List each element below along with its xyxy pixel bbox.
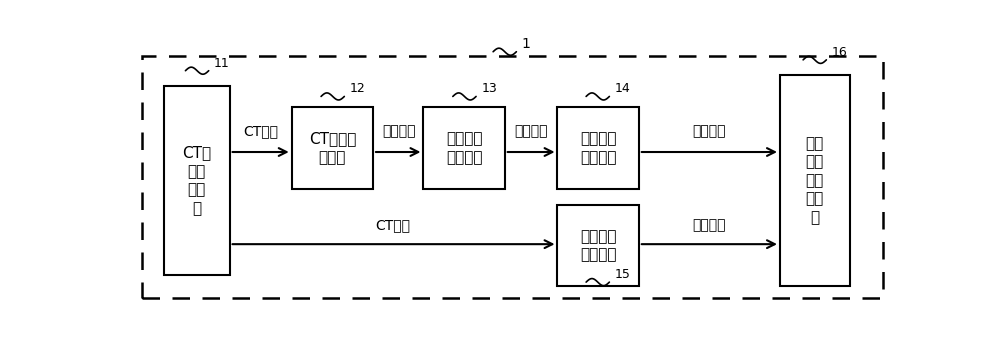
Bar xyxy=(164,86,230,275)
Text: 12: 12 xyxy=(350,82,366,95)
Text: 血流
动力
学分
析模
块: 血流 动力 学分 析模 块 xyxy=(806,136,824,225)
Text: CT图
像获
取模
块: CT图 像获 取模 块 xyxy=(182,145,211,216)
Bar xyxy=(423,107,505,189)
Text: 14: 14 xyxy=(615,82,631,95)
Bar xyxy=(780,75,850,286)
Text: CT图像: CT图像 xyxy=(376,218,411,232)
Bar xyxy=(557,205,639,286)
Text: 支架模型: 支架模型 xyxy=(693,125,726,138)
Text: 特征信息
获取模块: 特征信息 获取模块 xyxy=(446,131,482,165)
Bar xyxy=(557,107,639,189)
Bar xyxy=(292,107,373,189)
Text: 冠脉模型
获取模块: 冠脉模型 获取模块 xyxy=(580,229,616,262)
Text: 特征信息: 特征信息 xyxy=(514,125,548,138)
Text: CT图像: CT图像 xyxy=(243,125,278,138)
Text: 1: 1 xyxy=(522,37,531,51)
Text: 支架区域: 支架区域 xyxy=(382,125,415,138)
Text: 11: 11 xyxy=(214,57,230,70)
Text: 16: 16 xyxy=(832,46,848,59)
Text: CT图像分
割模块: CT图像分 割模块 xyxy=(309,131,356,165)
Text: 13: 13 xyxy=(482,82,497,95)
Text: 支架模型
获取模块: 支架模型 获取模块 xyxy=(580,131,616,165)
Text: 冠脉模型: 冠脉模型 xyxy=(693,218,726,232)
Text: 15: 15 xyxy=(615,268,631,281)
Bar xyxy=(142,56,883,298)
